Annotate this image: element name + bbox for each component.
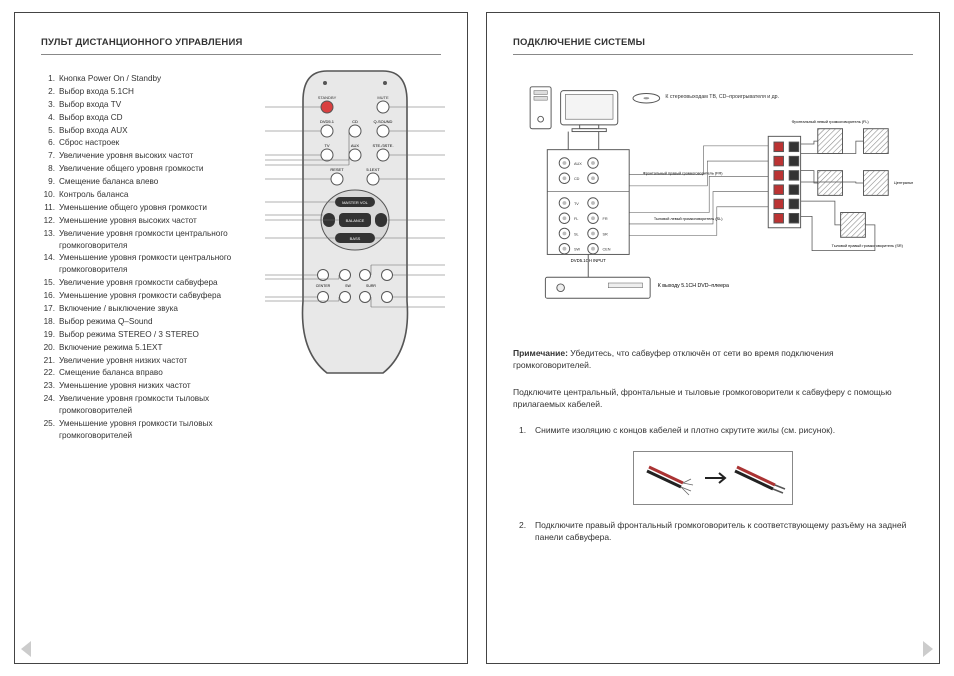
svg-text:MASTER VOL: MASTER VOL bbox=[342, 200, 369, 205]
page-corner-icon bbox=[923, 641, 933, 657]
svg-text:Фронтальный правый громкоговор: Фронтальный правый громкоговоритель (FR) bbox=[643, 171, 723, 175]
svg-text:CD: CD bbox=[574, 177, 580, 181]
remote-item: 24.Увеличение уровня громкости тыловых г… bbox=[41, 393, 261, 417]
svg-text:FR: FR bbox=[603, 217, 608, 221]
left-content: 1.Кнопка Power On / Standby2.Выбор входа… bbox=[41, 73, 441, 613]
svg-text:CD: CD bbox=[352, 119, 358, 124]
svg-text:SL: SL bbox=[574, 232, 579, 236]
remote-item: 12.Уменьшение уровня высоких частот bbox=[41, 215, 261, 227]
svg-text:CEN: CEN bbox=[603, 248, 611, 252]
svg-text:Тыловой правый громкоговорител: Тыловой правый громкоговоритель (SR) bbox=[832, 244, 904, 248]
remote-diagram: STANDBY MUTE DVD5.1 CD Q-SOUND TV AUX ST… bbox=[265, 65, 445, 385]
svg-text:К выходу 5.1CH DVD–плеера: К выходу 5.1CH DVD–плеера bbox=[658, 283, 729, 289]
svg-text:BALANCE: BALANCE bbox=[346, 218, 365, 223]
remote-item: 17.Включение / выключение звука bbox=[41, 303, 261, 315]
step-1: 1. Снимите изоляцию с концов кабелей и п… bbox=[513, 424, 913, 436]
remote-item: 10.Контроль баланса bbox=[41, 189, 261, 201]
intro-paragraph: Подключите центральный, фронтальные и ты… bbox=[513, 386, 913, 411]
note-block: Примечание: Убедитесь, что сабвуфер откл… bbox=[513, 347, 913, 372]
remote-items-list: 1.Кнопка Power On / Standby2.Выбор входа… bbox=[41, 73, 261, 442]
svg-text:TV: TV bbox=[574, 202, 579, 206]
remote-item: 21.Увеличение уровня низких частот bbox=[41, 355, 261, 367]
remote-item: 14.Уменьшение уровня громкости центральн… bbox=[41, 252, 261, 276]
remote-item: 20.Включение режима 5.1EXT bbox=[41, 342, 261, 354]
page-corner-icon bbox=[21, 641, 31, 657]
svg-text:DVD5.1: DVD5.1 bbox=[320, 119, 335, 124]
svg-text:SR: SR bbox=[603, 232, 609, 236]
svg-text:Тыловой левый громкоговоритель: Тыловой левый громкоговоритель (SL) bbox=[654, 217, 723, 221]
svg-text:BASS: BASS bbox=[350, 236, 361, 241]
svg-text:FL: FL bbox=[574, 217, 578, 221]
remote-item: 23.Уменьшение уровня низких частот bbox=[41, 380, 261, 392]
page-right: ПОДКЛЮЧЕНИЕ СИСТЕМЫ К стереовыходам ТВ, … bbox=[486, 12, 940, 664]
svg-text:5.1EXT: 5.1EXT bbox=[366, 167, 380, 172]
svg-text:Центральный громкоговоритель (: Центральный громкоговоритель (CEN) bbox=[894, 181, 913, 185]
svg-text:К стереовыходам ТВ, CD–проигры: К стереовыходам ТВ, CD–проигрывателя и д… bbox=[665, 94, 779, 100]
remote-item: 4.Выбор входа CD bbox=[41, 112, 261, 124]
remote-item: 1.Кнопка Power On / Standby bbox=[41, 73, 261, 85]
svg-text:AUX: AUX bbox=[574, 162, 582, 166]
remote-item: 7.Увеличение уровня высоких частот bbox=[41, 150, 261, 162]
remote-item: 5.Выбор входа AUX bbox=[41, 125, 261, 137]
note-label: Примечание: bbox=[513, 348, 568, 358]
lbl-mute: MUTE bbox=[377, 95, 389, 100]
page-left: ПУЛЬТ ДИСТАНЦИОННОГО УПРАВЛЕНИЯ 1.Кнопка… bbox=[14, 12, 468, 664]
svg-text:Q-SOUND: Q-SOUND bbox=[374, 119, 393, 124]
steps-list: 1. Снимите изоляцию с концов кабелей и п… bbox=[513, 424, 913, 543]
remote-item: 13.Увеличение уровня громкости центральн… bbox=[41, 228, 261, 252]
remote-item: 9.Смещение баланса влево bbox=[41, 176, 261, 188]
svg-text:RESET: RESET bbox=[330, 167, 344, 172]
connection-diagram: К стереовыходам ТВ, CD–проигрывателя и д… bbox=[513, 73, 913, 333]
step-2: 2. Подключите правый фронтальный громког… bbox=[513, 519, 913, 544]
svg-text:TV: TV bbox=[324, 143, 329, 148]
remote-item: 18.Выбор режима Q–Sound bbox=[41, 316, 261, 328]
remote-item: 6.Сброс настроек bbox=[41, 137, 261, 149]
svg-text:SW: SW bbox=[574, 248, 581, 252]
svg-text:AUX: AUX bbox=[351, 143, 360, 148]
left-title: ПУЛЬТ ДИСТАНЦИОННОГО УПРАВЛЕНИЯ bbox=[41, 37, 441, 55]
remote-item: 19.Выбор режима STEREO / 3 STEREO bbox=[41, 329, 261, 341]
remote-item: 2.Выбор входа 5.1CH bbox=[41, 86, 261, 98]
remote-item: 11.Уменьшение общего уровня громкости bbox=[41, 202, 261, 214]
svg-text:CENTER: CENTER bbox=[316, 284, 331, 288]
remote-item: 15.Увеличение уровня громкости сабвуфера bbox=[41, 277, 261, 289]
svg-text:SURR: SURR bbox=[366, 284, 376, 288]
remote-item: 8.Увеличение общего уровня громкости bbox=[41, 163, 261, 175]
lbl-standby: STANDBY bbox=[318, 95, 337, 100]
svg-text:STE./3STE.: STE./3STE. bbox=[372, 143, 393, 148]
svg-text:SW: SW bbox=[345, 284, 351, 288]
remote-item: 3.Выбор входа TV bbox=[41, 99, 261, 111]
remote-item: 16.Уменьшение уровня громкости сабвуфера bbox=[41, 290, 261, 302]
remote-item: 25.Уменьшение уровня громкости тыловых г… bbox=[41, 418, 261, 442]
svg-text:Фронтальный левый громкоговори: Фронтальный левый громкоговоритель (FL) bbox=[792, 120, 870, 124]
wire-strip-figure bbox=[633, 451, 793, 505]
right-title: ПОДКЛЮЧЕНИЕ СИСТЕМЫ bbox=[513, 37, 913, 55]
remote-item: 22.Смещение баланса вправо bbox=[41, 367, 261, 379]
